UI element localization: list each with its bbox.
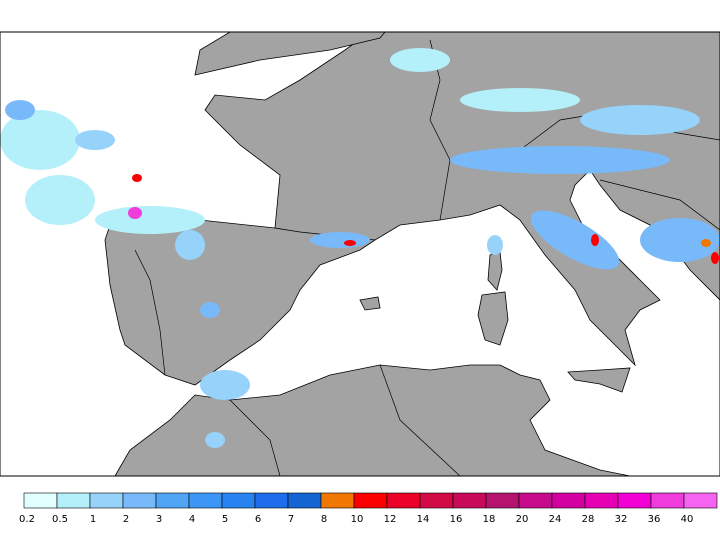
precip-area [390, 48, 450, 72]
colorbar-label: 10 [351, 514, 364, 525]
precip-area [530, 210, 620, 270]
precip-area [200, 370, 250, 400]
precip-area [5, 100, 35, 120]
colorbar-swatch [320, 492, 355, 509]
mallorca [359, 296, 381, 311]
precip-area [580, 105, 700, 135]
colorbar-swatch [23, 492, 58, 509]
north-africa [114, 364, 631, 477]
colorbar-swatch [617, 492, 652, 509]
colorbar-swatch [221, 492, 256, 509]
colorbar-label: 5 [222, 514, 228, 525]
precip-area [310, 232, 370, 248]
colorbar-swatch [155, 492, 190, 509]
precip-area [701, 239, 711, 247]
colorbar-swatch [485, 492, 520, 509]
colorbar-swatch [287, 492, 322, 509]
precip-area [450, 146, 670, 174]
colorbar-swatch [419, 492, 454, 509]
colorbar-swatch [188, 492, 223, 509]
colorbar-swatch [254, 492, 289, 509]
colorbar-label: 2 [123, 514, 129, 525]
precip-area [711, 252, 719, 264]
colorbar-label: 28 [582, 514, 595, 525]
precip-area [75, 130, 115, 150]
precip-area [200, 302, 220, 318]
map [0, 31, 720, 477]
colorbar-swatch [89, 492, 124, 509]
precip-area [132, 174, 142, 182]
sicily [567, 367, 631, 393]
colorbar-label: 8 [321, 514, 327, 525]
colorbar-label: 0.5 [52, 514, 68, 525]
colorbar-label: 6 [255, 514, 261, 525]
colorbar-swatch [584, 492, 619, 509]
precip-area [128, 207, 142, 219]
colorbar-label: 14 [417, 514, 430, 525]
colorbar-label: 0.2 [19, 514, 35, 525]
precip-area [0, 110, 80, 170]
map-frame [0, 31, 720, 477]
sardinia [477, 291, 509, 346]
colorbar-label: 4 [189, 514, 195, 525]
precipitation [0, 48, 720, 448]
colorbar-swatch [452, 492, 487, 509]
precip-area [640, 218, 720, 262]
precip-area [205, 432, 225, 448]
colorbar-label: 32 [615, 514, 628, 525]
precip-area [460, 88, 580, 112]
colorbar-label: 40 [681, 514, 694, 525]
colorbar-label: 24 [549, 514, 562, 525]
colorbar-swatch [353, 492, 388, 509]
colorbar-swatch [56, 492, 91, 509]
precip-area [175, 230, 205, 260]
precip-area [344, 240, 356, 246]
colorbar-swatch [683, 492, 718, 509]
colorbar-label: 20 [516, 514, 529, 525]
colorbar-swatch [122, 492, 157, 509]
colorbar-label: 36 [648, 514, 661, 525]
colorbar-swatch [650, 492, 685, 509]
colorbar-label: 16 [450, 514, 463, 525]
colorbar-swatch [518, 492, 553, 509]
colorbar-swatch [551, 492, 586, 509]
colorbar-label: 18 [483, 514, 496, 525]
britain [194, 31, 386, 76]
precip-area [95, 206, 205, 234]
colorbar-label: 12 [384, 514, 397, 525]
precip-area [591, 234, 599, 246]
colorbar-label: 1 [90, 514, 96, 525]
precip-area [487, 235, 503, 255]
precip-area [25, 175, 95, 225]
colorbar: 0.2 0.5 1 2 3 4 5 6 7 8 10 12 14 16 18 20 24 28 32 36 40 [19, 492, 718, 525]
colorbar-swatch [386, 492, 421, 509]
colorbar-label: 3 [156, 514, 162, 525]
colorbar-label: 7 [288, 514, 294, 525]
